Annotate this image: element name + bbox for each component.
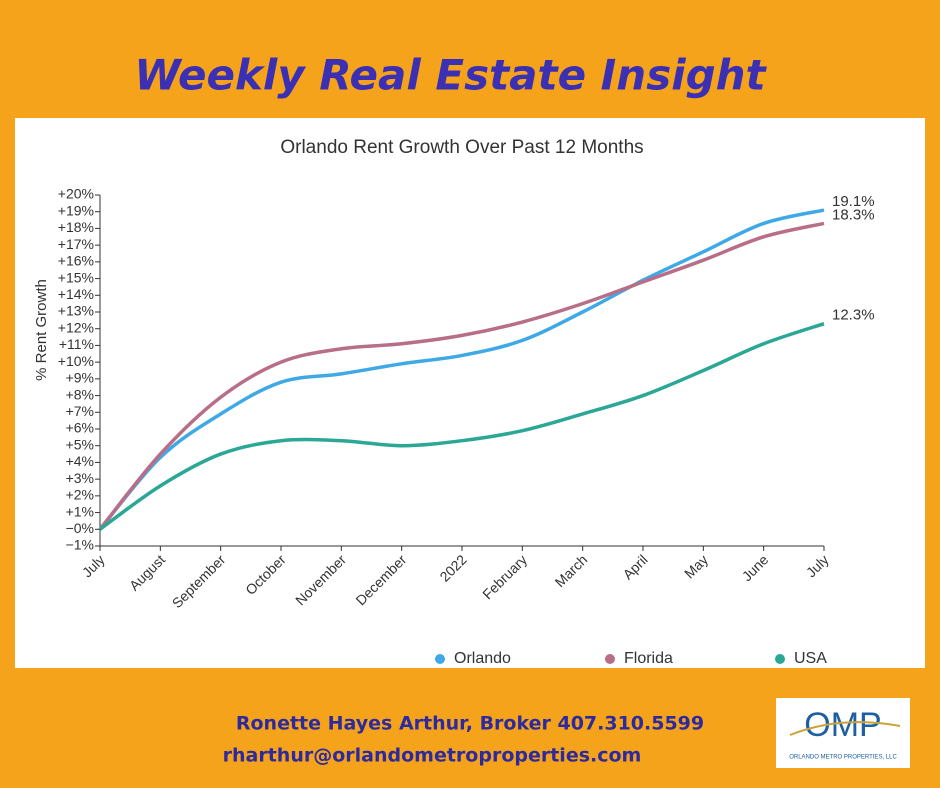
page-title: Weekly Real Estate Insight xyxy=(134,51,767,100)
legend-dot xyxy=(435,654,445,664)
y-tick-label: +18% xyxy=(58,219,94,235)
y-tick-label: +13% xyxy=(58,303,94,319)
y-tick-label: +1% xyxy=(66,503,94,519)
logo-mark: OMP xyxy=(804,706,881,744)
y-tick-label: +5% xyxy=(66,436,94,452)
data-label: 12.3% xyxy=(832,307,875,324)
y-tick-label: +4% xyxy=(66,453,94,469)
y-tick-label: +19% xyxy=(58,202,94,218)
legend-dot xyxy=(775,654,785,664)
footer-line: Ronette Hayes Arthur, Broker 407.310.559… xyxy=(236,713,704,735)
y-tick-label: +10% xyxy=(58,353,94,369)
y-tick-label: +7% xyxy=(66,403,94,419)
y-tick-label: +17% xyxy=(58,236,94,252)
y-tick-label: +11% xyxy=(59,336,94,352)
y-tick-label: +2% xyxy=(66,487,94,503)
y-tick-label: +8% xyxy=(66,386,94,402)
data-label: 19.1% xyxy=(832,193,875,210)
y-tick-label: +20% xyxy=(58,186,94,202)
y-tick-label: +15% xyxy=(58,269,94,285)
y-tick-label: −1% xyxy=(66,537,94,553)
line xyxy=(98,322,825,531)
footer-line: rharthur@orlandometroproperties.com xyxy=(223,745,642,767)
y-tick-label: +16% xyxy=(58,253,94,269)
y-axis-label: % Rent Growth xyxy=(33,279,50,381)
y-tick-label: +6% xyxy=(66,420,94,436)
logo-swoosh xyxy=(789,721,901,736)
y-tick-label: −0% xyxy=(66,520,94,536)
y-tick-label: +12% xyxy=(58,319,94,335)
y-tick-label: +3% xyxy=(66,470,94,486)
logo-box xyxy=(776,698,910,768)
y-tick-label: +9% xyxy=(66,370,94,386)
legend-label: USA xyxy=(794,650,827,667)
line xyxy=(98,221,825,531)
data-label: 18.3% xyxy=(832,206,875,223)
chart-panel xyxy=(15,118,925,668)
legend-label: Orlando xyxy=(454,650,511,667)
chart-title: Orlando Rent Growth Over Past 12 Months xyxy=(280,137,643,158)
legend-dot xyxy=(605,654,615,664)
legend-label: Florida xyxy=(624,650,673,667)
logo-name: ORLANDO METRO PROPERTIES, LLC xyxy=(789,755,897,761)
y-tick-label: +14% xyxy=(58,286,94,302)
line xyxy=(98,208,825,531)
